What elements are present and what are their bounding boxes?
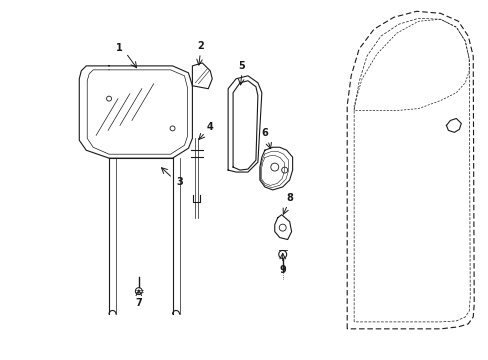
Text: 7: 7 bbox=[135, 298, 142, 308]
Text: 5: 5 bbox=[238, 61, 245, 71]
Text: 4: 4 bbox=[206, 122, 213, 132]
Text: 2: 2 bbox=[197, 41, 203, 51]
Text: 6: 6 bbox=[261, 129, 268, 138]
Text: 8: 8 bbox=[285, 193, 292, 203]
Text: 3: 3 bbox=[176, 177, 183, 187]
Text: 9: 9 bbox=[279, 265, 285, 275]
Text: 1: 1 bbox=[115, 43, 122, 53]
